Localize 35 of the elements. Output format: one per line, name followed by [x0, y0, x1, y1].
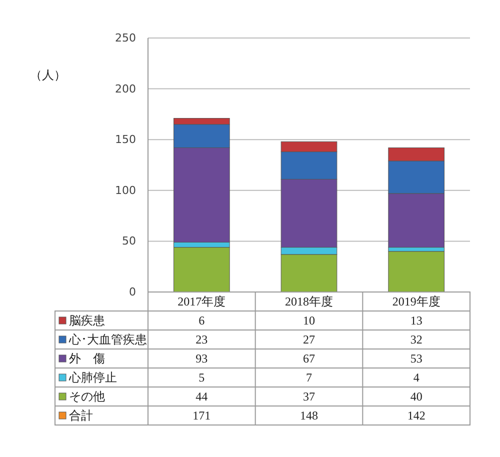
data-label: 40	[410, 390, 422, 404]
text: 148	[300, 408, 318, 422]
data-label: 44	[196, 390, 208, 404]
legend-label: その他	[69, 390, 105, 404]
data-label: 67	[303, 352, 315, 366]
text: 142	[407, 408, 426, 422]
y-tick-label: 100	[115, 184, 136, 197]
legend-label: 心肺停止	[68, 370, 117, 384]
data-label: 10	[303, 314, 315, 328]
x-tick-label: 2019年度	[392, 294, 440, 308]
legend-label: 脳疾患	[69, 314, 105, 328]
text: 171	[192, 408, 211, 422]
y-tick-label: 250	[115, 32, 136, 44]
y-tick-label: 150	[115, 133, 136, 146]
data-label: 6	[198, 314, 205, 328]
data-label: 93	[196, 352, 208, 366]
legend-label: 外 傷	[69, 352, 105, 366]
y-tick-label: 0	[129, 286, 136, 298]
legend-label: 心･大血管疾患	[68, 332, 147, 346]
data-label: 23	[196, 332, 208, 346]
y-axis-title: （人）	[30, 68, 66, 82]
data-label: 27	[303, 332, 315, 346]
data-label: 4	[413, 370, 420, 384]
y-tick-label: 50	[122, 234, 136, 248]
data-label: 13	[410, 314, 422, 328]
data-label: 53	[410, 352, 422, 366]
data-label: 7	[306, 370, 312, 384]
data-label: 37	[303, 390, 315, 404]
x-tick-label: 2018年度	[285, 294, 333, 308]
bar	[388, 251, 444, 292]
y-tick-label: 200	[115, 82, 136, 96]
text: 合計	[69, 408, 93, 422]
x-tick-label: 2017年度	[178, 294, 226, 308]
data-label: 5	[198, 370, 205, 384]
data-label: 32	[410, 332, 422, 346]
